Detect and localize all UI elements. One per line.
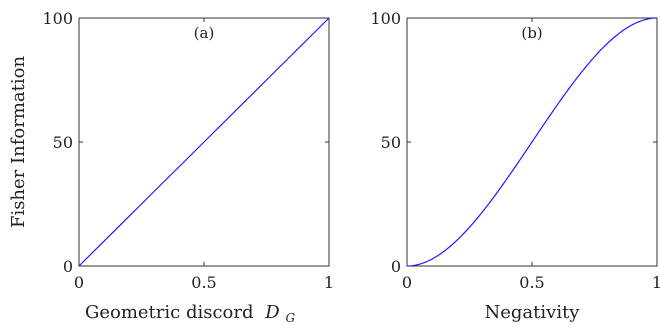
x-tick-label: 0.5: [519, 273, 544, 292]
x-axis-symbol-a: D: [264, 302, 280, 323]
y-tick-label: 100: [370, 9, 401, 28]
x-tick-label: 1: [324, 273, 334, 292]
y-axis-label: Fisher Information: [8, 56, 29, 228]
x-axis-subscript-a: G: [285, 311, 295, 325]
panel-b: 0 0.5 1 0 50 100 (b) Negativity: [370, 9, 660, 323]
x-tick-label: 1: [652, 273, 660, 292]
panel-label-b: (b): [521, 24, 542, 42]
y-tick-label: 100: [42, 9, 73, 28]
panel-label-a: (a): [194, 24, 215, 42]
curve-b: [406, 17, 658, 267]
y-tick-label: 0: [63, 257, 73, 276]
panel-a: 0 0.5 1 0 50 100 (a) Geometric discord D G Fi…: [8, 9, 334, 325]
y-tick-label: 50: [381, 133, 401, 152]
y-tick-label: 0: [391, 257, 401, 276]
x-tick-label: 0: [402, 273, 412, 292]
x-axis-label-b: Negativity: [485, 302, 581, 323]
y-tick-label: 50: [53, 133, 73, 152]
x-axis-label-text-a: Geometric discord: [85, 302, 254, 323]
x-axis-label-a: Geometric discord D G: [85, 302, 295, 325]
ticks-a: 0 0.5 1 0 50 100: [42, 9, 334, 292]
ticks-b: 0 0.5 1 0 50 100: [370, 9, 660, 292]
x-tick-label: 0: [74, 273, 84, 292]
x-tick-label: 0.5: [191, 273, 216, 292]
curve-a: [78, 17, 330, 267]
